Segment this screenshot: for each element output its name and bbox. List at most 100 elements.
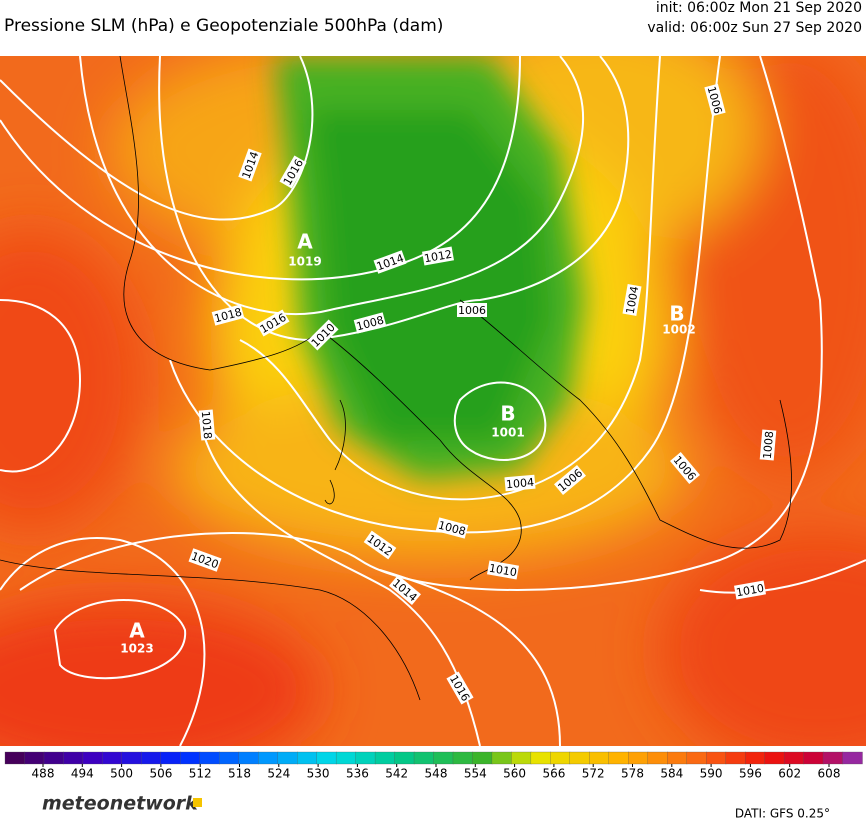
- isobar-label-bg: [435, 517, 469, 539]
- colorbar-tick-label: 608: [818, 767, 841, 781]
- colorbar-cell: [43, 751, 65, 765]
- pressure-center-symbol: B: [500, 402, 515, 426]
- isobar-label-text: 1006: [458, 304, 486, 317]
- colorbar-tick-label: 530: [307, 767, 330, 781]
- colorbar-cell: [82, 751, 104, 765]
- colorbar-cell: [783, 751, 805, 765]
- logo: meteonetwork: [42, 793, 199, 815]
- init-time: init: 06:00z Mon 21 Sep 2020: [656, 0, 862, 16]
- isobar-label-bg: [422, 246, 454, 266]
- logo-square: [193, 798, 202, 807]
- colorbar-cell: [803, 751, 824, 765]
- colorbar-cell: [511, 751, 532, 765]
- colorbar-tick-label: 500: [110, 767, 133, 781]
- colorbar-cell: [764, 751, 785, 765]
- colorbar-cell: [569, 751, 590, 765]
- isobar-label-bg: [279, 155, 307, 189]
- colorbar-cell: [199, 751, 220, 765]
- colorbar-tick-label: 560: [503, 767, 526, 781]
- isobars: [0, 56, 866, 746]
- isobar-label: 1008: [759, 429, 777, 461]
- colorbar-cell: [394, 751, 415, 765]
- colorbar-cell: [744, 751, 766, 765]
- isobar-label-text: 1010: [735, 582, 765, 600]
- colorbar-cell: [24, 751, 45, 765]
- valid-time: valid: 06:00z Sun 27 Sep 2020: [647, 20, 862, 36]
- isobar-label-bg: [188, 548, 222, 572]
- isobar-label-text: 1018: [199, 411, 214, 440]
- colorbar-cell: [297, 751, 318, 765]
- colorbar-cell: [686, 751, 707, 765]
- colorbar-tick-label: 572: [582, 767, 605, 781]
- colorbar-tick-label: 506: [149, 767, 172, 781]
- isobar-label-bg: [353, 312, 387, 334]
- colorbar-tick-label: 554: [464, 767, 487, 781]
- colorbar-cell: [433, 751, 454, 765]
- pressure-center-value: 1019: [288, 255, 321, 269]
- colorbar-cell: [355, 751, 376, 765]
- isobar-label-bg: [446, 671, 474, 705]
- colorbar-tick-label: 566: [542, 767, 565, 781]
- isobar-label-bg: [622, 284, 642, 316]
- colorbar-cell: [335, 751, 357, 765]
- isobar-label-bg: [704, 83, 726, 117]
- colorbar-cell: [452, 751, 474, 765]
- isobar-label-bg: [307, 319, 339, 351]
- colorbar-cell: [413, 751, 435, 765]
- isobar-label-bg: [554, 464, 586, 496]
- colorbar-cell: [141, 751, 162, 765]
- colorbar-cell: [725, 751, 746, 765]
- map-area: [0, 56, 866, 746]
- pressure-center-symbol: A: [297, 230, 313, 254]
- colorbar-cell: [277, 751, 298, 765]
- pressure-center-symbol: A: [129, 619, 145, 643]
- colorbar-cell: [258, 751, 279, 765]
- colorbar-tick-label: 494: [71, 767, 94, 781]
- isobar-label-text: 1004: [506, 476, 535, 491]
- pressure-center-symbol: B: [669, 302, 684, 326]
- isobar-label-bg: [457, 303, 487, 317]
- isobar-label-bg: [487, 560, 519, 580]
- isobar-label-bg: [759, 429, 777, 461]
- colorbar-cell: [589, 751, 610, 765]
- colorbar-cell: [219, 751, 240, 765]
- colorbar-tick-label: 584: [660, 767, 683, 781]
- colorbar-cell: [491, 751, 513, 765]
- colorbar-cell: [842, 751, 863, 765]
- colorbar-cell: [102, 751, 123, 765]
- map-title: Pressione SLM (hPa) e Geopotenziale 500h…: [4, 16, 443, 36]
- colorbar-tick-label: 488: [32, 767, 55, 781]
- colorbar-cell: [822, 751, 844, 765]
- isobar-label-bg: [389, 574, 421, 606]
- colorbar-tick-label: 542: [385, 767, 408, 781]
- pressure-center-value: 1023: [120, 642, 153, 656]
- coastlines: [0, 56, 792, 701]
- colorbar-tick-label: 518: [228, 767, 251, 781]
- isobar-label: 1004: [504, 474, 536, 492]
- pressure-center-value: 1001: [491, 426, 524, 440]
- isobar-label: 1006: [457, 303, 487, 317]
- colorbar-cell: [608, 751, 629, 765]
- colorbar-cell: [4, 751, 26, 765]
- colorbar-tick-label: 590: [700, 767, 723, 781]
- isobar-label-bg: [504, 474, 536, 492]
- colorbar-cell: [706, 751, 727, 765]
- isobar-label-bg: [669, 452, 701, 484]
- isobar-label-bg: [373, 250, 407, 274]
- colorbar-cell: [647, 751, 668, 765]
- colorbar-tick-label: 596: [739, 767, 762, 781]
- colorbar-cell: [472, 751, 493, 765]
- isobar-label-text: 1004: [624, 285, 642, 315]
- isobar-label-bg: [363, 530, 397, 560]
- colorbar-cell: [628, 751, 649, 765]
- colorbar-cell: [121, 751, 142, 765]
- isobar-label-bg: [256, 309, 290, 337]
- colorbar-tick-label: 536: [346, 767, 369, 781]
- isobar-label: 1010: [487, 560, 519, 580]
- isobar-label: 1018: [198, 409, 216, 441]
- colorbar-tick-label: 578: [621, 767, 644, 781]
- data-source: DATI: GFS 0.25°: [735, 807, 830, 821]
- colorbar-cell: [63, 751, 84, 765]
- isobar-label-bg: [198, 409, 216, 441]
- colorbar-cell: [180, 751, 201, 765]
